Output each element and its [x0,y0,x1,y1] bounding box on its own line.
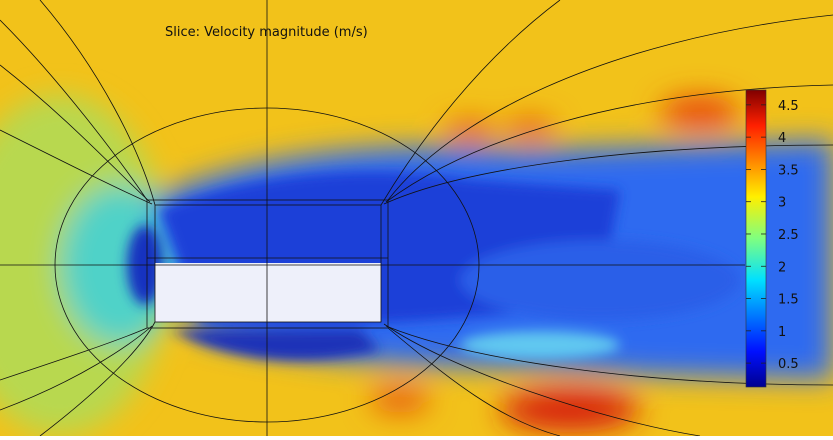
colorbar-tick-label: 3 [778,196,786,211]
plot-title: Slice: Velocity magnitude (m/s) [165,25,368,40]
colorbar-gradient [746,90,766,387]
colorbar-tick-label: 4.5 [778,99,799,114]
colorbar-tick-label: 1 [778,325,786,340]
colorbar-tick-label: 3.5 [778,163,799,178]
velocity-plot: Slice: Velocity magnitude (m/s) 0.5 1 1.5 2… [0,0,833,436]
colorbar-tick-label: 0.5 [778,357,799,372]
page: {"plot": {"title": "Slice: Velocity magn… [0,0,833,436]
colorbar-tick-label: 1.5 [778,293,799,308]
field [0,0,833,436]
colorbar-tick-label: 2.5 [778,228,799,243]
colorbar-tick-label: 4 [778,131,786,146]
colorbar-tick-label: 2 [778,260,786,275]
